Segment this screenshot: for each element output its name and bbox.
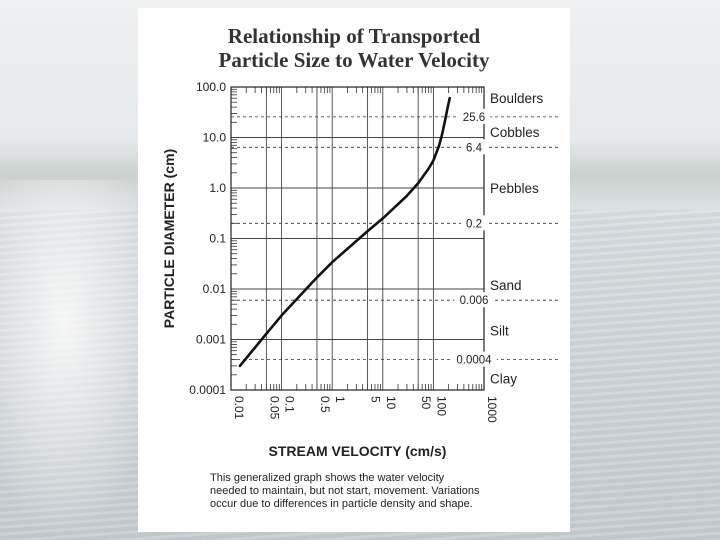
x-axis-title: STREAM VELOCITY (cm/s) [269, 443, 447, 459]
chart-svg: 0.01 0.05 0.1 0.5 1 5 10 50 100 1000100.010.01.00… [161, 80, 558, 459]
x-tick-label: 0.5 [318, 396, 332, 413]
particle-class-label: Boulders [490, 91, 544, 106]
particle-class-label: Pebbles [490, 181, 539, 196]
y-tick-label: 0.01 [203, 282, 227, 296]
particle-class-label: Cobbles [490, 125, 540, 140]
waterfall-mist [0, 180, 160, 540]
x-tick-label: 1000 [485, 396, 499, 423]
boundary-label-bg [454, 292, 494, 308]
boundary-label-bg [457, 108, 491, 124]
x-tick-label: 0.05 [267, 396, 281, 420]
boundary-label-bg [461, 139, 487, 155]
chart-caption: This generalized graph shows the water v… [210, 472, 550, 511]
x-tick-label: 50 [419, 396, 433, 410]
y-tick-label: 1.0 [209, 181, 226, 195]
plot-frame [230, 86, 485, 391]
y-tick-label: 0.1 [209, 232, 226, 246]
caption-line-2: needed to maintain, but not start, movem… [210, 485, 480, 497]
boundary-label-bg [451, 351, 497, 367]
y-tick-label: 0.001 [196, 333, 226, 347]
x-tick-label: 10 [384, 396, 398, 410]
boundary-label-bg [461, 215, 487, 231]
x-tick-label: 100 [434, 396, 448, 416]
particle-class-label: Sand [490, 278, 522, 293]
x-tick-label: 1 [333, 396, 347, 403]
boundary-label: 0.006 [460, 295, 489, 307]
boundary-label: 0.0004 [456, 355, 492, 367]
particle-class-label: Silt [490, 324, 509, 339]
x-tick-label: 5 [369, 396, 383, 403]
y-tick-label: 100.0 [196, 80, 226, 94]
caption-line-1: This generalized graph shows the water v… [210, 472, 445, 484]
title-line-1: Relationship of Transported [227, 24, 481, 48]
x-tick-label: 0.01 [232, 396, 246, 420]
y-axis-title: PARTICLE DIAMETER (cm) [161, 149, 177, 328]
boundary-label: 0.2 [466, 218, 482, 230]
chart-card: Relationship of Transported Particle Siz… [138, 8, 570, 532]
y-tick-label: 0.0001 [189, 383, 226, 397]
boundary-label: 6.4 [466, 142, 483, 154]
caption-line-3: occur due to differences in particle den… [210, 498, 473, 510]
particle-class-label: Clay [490, 371, 517, 386]
chart-title: Relationship of Transported Particle Siz… [138, 24, 570, 72]
boundary-label: 25.6 [463, 112, 485, 124]
title-line-2: Particle Size to Water Velocity [218, 48, 490, 72]
y-tick-label: 10.0 [203, 131, 227, 145]
velocity-curve [238, 96, 451, 368]
x-tick-label: 0.1 [283, 396, 297, 413]
